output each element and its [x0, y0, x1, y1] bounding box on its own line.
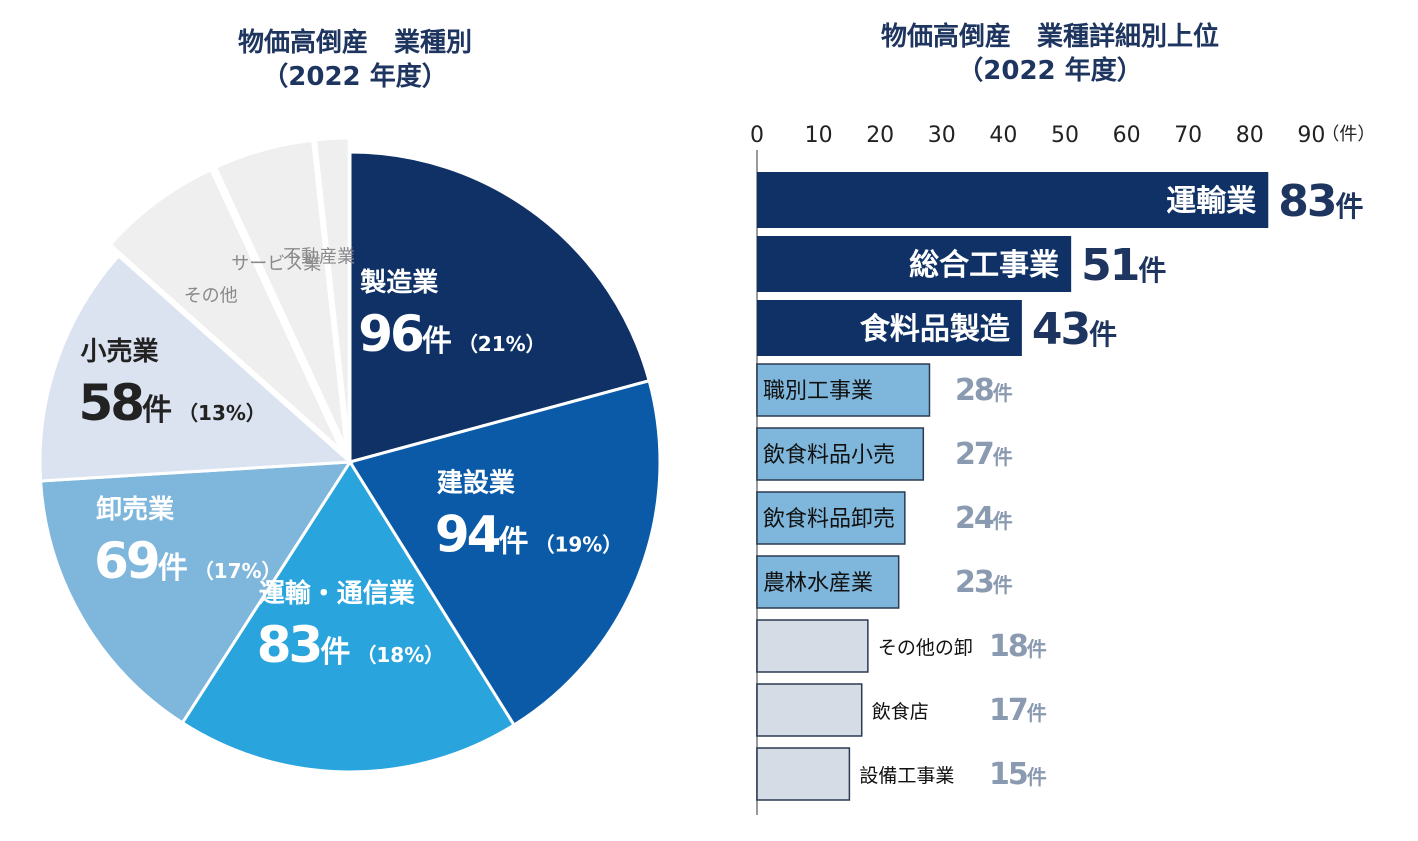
bar-category-label: 飲食料品卸売 — [763, 507, 895, 532]
x-tick-label: 10 — [805, 123, 833, 148]
pie-label-name: 運輸・通信業 — [259, 578, 415, 609]
pie-title-main: 物価高倒産 業種別 — [237, 28, 472, 58]
pie-title-sub: （2022 年度） — [262, 62, 448, 92]
x-tick-label: 0 — [750, 123, 764, 148]
x-tick-label: 90 — [1297, 123, 1325, 148]
bar-category-label: 総合工事業 — [909, 248, 1059, 283]
bar-category-label: 飲食店 — [872, 701, 929, 723]
x-tick-label: 40 — [989, 123, 1017, 148]
pie-label-value: 94件 （19%） — [435, 505, 622, 563]
pie-chart: 製造業 96件 （21%） 建設業 94件 （19%） 運輸・通信業 83件 （18%） 卸売業 6… — [38, 136, 662, 774]
bar-5 — [756, 427, 925, 481]
bar-value-label: 43件 — [1032, 304, 1117, 355]
bar-2 — [757, 236, 1072, 292]
pie-slice-4 — [38, 460, 353, 725]
bar-4 — [756, 363, 931, 417]
pie-label-4: 卸売業 69件 （17%） — [94, 494, 281, 590]
pie-label-1: 製造業 96件 （21%） — [358, 268, 545, 363]
bar-value-label: 27件 — [955, 437, 1013, 472]
bar-category-label: 設備工事業 — [859, 765, 954, 787]
pie-label-name: 製造業 — [360, 268, 438, 298]
pie-slice-7 — [213, 138, 348, 450]
pie-label-2: 建設業 94件 （19%） — [435, 467, 622, 563]
pie-label-name: 卸売業 — [96, 494, 174, 525]
bar-chart-title: 物価高倒産 業種詳細別上位 （2022 年度） — [800, 20, 1300, 88]
x-tick-label: 70 — [1174, 123, 1202, 148]
pie-label-7: サービス業 — [231, 253, 321, 274]
bar-category-label: 農林水産業 — [763, 571, 873, 596]
bar-10 — [756, 747, 851, 801]
x-tick-label: 50 — [1051, 123, 1079, 148]
pie-label-name: 建設業 — [437, 467, 515, 498]
pie-chart-title: 物価高倒産 業種別 （2022 年度） — [150, 26, 560, 94]
x-tick-label: 80 — [1236, 123, 1264, 148]
bar-title-sub: （2022 年度） — [957, 56, 1143, 86]
x-tick-label: 30 — [928, 123, 956, 148]
bar-8 — [756, 619, 869, 673]
bar-6 — [756, 491, 906, 545]
pie-slice-5 — [38, 253, 354, 483]
bar-category-label: 食料品製造 — [860, 312, 1010, 347]
bar-3 — [757, 300, 1022, 356]
pie-label-6: その他 — [184, 285, 238, 306]
x-tick-label: 20 — [866, 123, 894, 148]
bar-1 — [757, 172, 1269, 228]
bar-category-label: その他の卸 — [878, 637, 973, 659]
bar-value-label: 83件 — [1278, 176, 1363, 227]
x-tick-label: 60 — [1113, 123, 1141, 148]
x-unit-label: （件） — [1321, 124, 1375, 145]
bar-value-label: 18件 — [989, 629, 1047, 664]
bar-7 — [756, 555, 900, 609]
bar-value-label: 23件 — [955, 565, 1013, 600]
bar-value-label: 28件 — [955, 373, 1013, 408]
bar-category-label: 職別工事業 — [763, 379, 873, 404]
pie-label-8: 不動産業 — [283, 246, 355, 267]
pie-label-value: 69件 （17%） — [94, 532, 281, 590]
pie-slice-2 — [347, 378, 662, 728]
bar-title-main: 物価高倒産 業種詳細別上位 — [880, 22, 1219, 52]
bar-category-label: 飲食料品小売 — [763, 443, 895, 468]
bar-value-label: 15件 — [989, 757, 1047, 792]
pie-label-value: 96件 （21%） — [358, 305, 545, 363]
pie-label-3: 運輸・通信業 83件 （18%） — [257, 578, 444, 674]
bar-value-label: 24件 — [955, 501, 1013, 536]
pie-slice-1 — [348, 150, 652, 464]
pie-slice-6 — [108, 167, 344, 452]
pie-label-value: 58件 （13%） — [78, 374, 265, 432]
pie-slice-3 — [180, 459, 517, 774]
bar-value-label: 17件 — [989, 693, 1047, 728]
pie-label-5: 小売業 58件 （13%） — [78, 337, 265, 432]
bar-category-label: 運輸業 — [1166, 184, 1256, 219]
pie-slice-8 — [313, 136, 351, 449]
bar-9 — [756, 683, 863, 737]
bar-value-label: 51件 — [1081, 240, 1166, 291]
pie-label-value: 83件 （18%） — [257, 616, 444, 674]
pie-label-name: 小売業 — [80, 337, 158, 367]
